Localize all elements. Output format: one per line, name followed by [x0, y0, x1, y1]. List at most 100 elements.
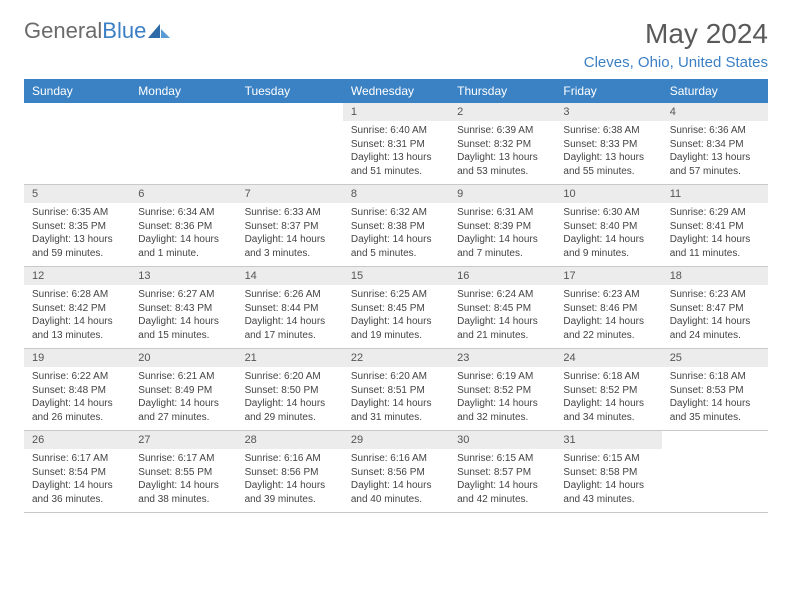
day-body: Sunrise: 6:18 AMSunset: 8:53 PMDaylight:…	[662, 367, 768, 430]
day-body: Sunrise: 6:34 AMSunset: 8:36 PMDaylight:…	[130, 203, 236, 266]
brand-logo: GeneralBlue	[24, 18, 170, 44]
daylight-line: Daylight: 14 hours and 42 minutes.	[457, 479, 547, 506]
calendar-week-row: 26Sunrise: 6:17 AMSunset: 8:54 PMDayligh…	[24, 431, 768, 513]
calendar-cell: 25Sunrise: 6:18 AMSunset: 8:53 PMDayligh…	[662, 349, 768, 431]
day-body: Sunrise: 6:16 AMSunset: 8:56 PMDaylight:…	[237, 449, 343, 512]
day-number: 19	[24, 349, 130, 367]
sunrise-line: Sunrise: 6:18 AM	[563, 370, 653, 384]
day-body: Sunrise: 6:19 AMSunset: 8:52 PMDaylight:…	[449, 367, 555, 430]
daylight-line: Daylight: 14 hours and 31 minutes.	[351, 397, 441, 424]
sunset-line: Sunset: 8:40 PM	[563, 220, 653, 234]
day-body: Sunrise: 6:22 AMSunset: 8:48 PMDaylight:…	[24, 367, 130, 430]
sunrise-line: Sunrise: 6:20 AM	[245, 370, 335, 384]
day-number: 11	[662, 185, 768, 203]
day-number: 5	[24, 185, 130, 203]
daylight-line: Daylight: 14 hours and 13 minutes.	[32, 315, 122, 342]
calendar-cell: 26 Sunrise: 6:17 AMSunset: 8:54 PMDayligh…	[24, 431, 130, 513]
calendar-cell: 9Sunrise: 6:31 AMSunset: 8:39 PMDaylight…	[449, 185, 555, 267]
day-number: 12	[24, 267, 130, 285]
calendar-body: 1Sunrise: 6:40 AMSunset: 8:31 PMDaylight…	[24, 103, 768, 513]
sunrise-line: Sunrise: 6:24 AM	[457, 288, 547, 302]
day-body: Sunrise: 6:27 AMSunset: 8:43 PMDaylight:…	[130, 285, 236, 348]
sunset-line: Sunset: 8:52 PM	[563, 384, 653, 398]
daylight-line: Daylight: 14 hours and 9 minutes.	[563, 233, 653, 260]
daylight-line: Daylight: 14 hours and 34 minutes.	[563, 397, 653, 424]
daylight-line: Daylight: 13 hours and 57 minutes.	[670, 151, 760, 178]
daylight-line: Daylight: 14 hours and 21 minutes.	[457, 315, 547, 342]
daylight-line: Daylight: 14 hours and 15 minutes.	[138, 315, 228, 342]
sunset-line: Sunset: 8:49 PM	[138, 384, 228, 398]
calendar-cell: 8Sunrise: 6:32 AMSunset: 8:38 PMDaylight…	[343, 185, 449, 267]
sunset-line: Sunset: 8:56 PM	[351, 466, 441, 480]
calendar-cell: 22Sunrise: 6:20 AMSunset: 8:51 PMDayligh…	[343, 349, 449, 431]
sunrise-line: Sunrise: 6:34 AM	[138, 206, 228, 220]
day-body: Sunrise: 6:24 AMSunset: 8:45 PMDaylight:…	[449, 285, 555, 348]
sunrise-line: Sunrise: 6:25 AM	[351, 288, 441, 302]
day-number: 14	[237, 267, 343, 285]
sunrise-line: Sunrise: 6:17 AM	[32, 452, 122, 466]
sunset-line: Sunset: 8:52 PM	[457, 384, 547, 398]
sunrise-line: Sunrise: 6:36 AM	[670, 124, 760, 138]
day-body: Sunrise: 6:28 AMSunset: 8:42 PMDaylight:…	[24, 285, 130, 348]
day-body: Sunrise: 6:36 AMSunset: 8:34 PMDaylight:…	[662, 121, 768, 184]
calendar-cell: 19Sunrise: 6:22 AMSunset: 8:48 PMDayligh…	[24, 349, 130, 431]
sunset-line: Sunset: 8:50 PM	[245, 384, 335, 398]
sunrise-line: Sunrise: 6:21 AM	[138, 370, 228, 384]
daylight-line: Daylight: 14 hours and 19 minutes.	[351, 315, 441, 342]
day-number: 2	[449, 103, 555, 121]
daylight-line: Daylight: 14 hours and 36 minutes.	[32, 479, 122, 506]
daylight-line: Daylight: 14 hours and 1 minute.	[138, 233, 228, 260]
calendar-cell: 6Sunrise: 6:34 AMSunset: 8:36 PMDaylight…	[130, 185, 236, 267]
calendar-week-row: 5Sunrise: 6:35 AMSunset: 8:35 PMDaylight…	[24, 185, 768, 267]
calendar-cell: 2Sunrise: 6:39 AMSunset: 8:32 PMDaylight…	[449, 103, 555, 185]
calendar-cell: 21Sunrise: 6:20 AMSunset: 8:50 PMDayligh…	[237, 349, 343, 431]
day-number: 20	[130, 349, 236, 367]
calendar-cell: 27Sunrise: 6:17 AMSunset: 8:55 PMDayligh…	[130, 431, 236, 513]
sunrise-line: Sunrise: 6:39 AM	[457, 124, 547, 138]
weekday-header: Monday	[130, 79, 236, 103]
day-number: 22	[343, 349, 449, 367]
sunrise-line: Sunrise: 6:23 AM	[670, 288, 760, 302]
calendar-week-row: 1Sunrise: 6:40 AMSunset: 8:31 PMDaylight…	[24, 103, 768, 185]
day-body: Sunrise: 6:20 AMSunset: 8:51 PMDaylight:…	[343, 367, 449, 430]
calendar-cell	[662, 431, 768, 513]
day-number: 29	[343, 431, 449, 449]
sunrise-line: Sunrise: 6:28 AM	[32, 288, 122, 302]
sunrise-line: Sunrise: 6:22 AM	[32, 370, 122, 384]
day-body: Sunrise: 6:39 AMSunset: 8:32 PMDaylight:…	[449, 121, 555, 184]
daylight-line: Daylight: 14 hours and 40 minutes.	[351, 479, 441, 506]
calendar-week-row: 12Sunrise: 6:28 AMSunset: 8:42 PMDayligh…	[24, 267, 768, 349]
calendar-cell: 11Sunrise: 6:29 AMSunset: 8:41 PMDayligh…	[662, 185, 768, 267]
title-block: May 2024 Cleves, Ohio, United States	[584, 18, 768, 71]
day-body: Sunrise: 6:31 AMSunset: 8:39 PMDaylight:…	[449, 203, 555, 266]
weekday-header: Wednesday	[343, 79, 449, 103]
sunset-line: Sunset: 8:54 PM	[32, 466, 122, 480]
day-body: Sunrise: 6:18 AMSunset: 8:52 PMDaylight:…	[555, 367, 661, 430]
daylight-line: Daylight: 14 hours and 24 minutes.	[670, 315, 760, 342]
brand-part1: General	[24, 18, 102, 44]
calendar-cell: 20Sunrise: 6:21 AMSunset: 8:49 PMDayligh…	[130, 349, 236, 431]
sunset-line: Sunset: 8:43 PM	[138, 302, 228, 316]
sunrise-line: Sunrise: 6:20 AM	[351, 370, 441, 384]
day-number: 15	[343, 267, 449, 285]
day-number: 1	[343, 103, 449, 121]
day-number: 26	[24, 431, 130, 449]
sunset-line: Sunset: 8:36 PM	[138, 220, 228, 234]
day-body: Sunrise: 6:15 AMSunset: 8:57 PMDaylight:…	[449, 449, 555, 512]
day-body: Sunrise: 6:32 AMSunset: 8:38 PMDaylight:…	[343, 203, 449, 266]
sunrise-line: Sunrise: 6:31 AM	[457, 206, 547, 220]
calendar-cell: 4Sunrise: 6:36 AMSunset: 8:34 PMDaylight…	[662, 103, 768, 185]
day-number: 6	[130, 185, 236, 203]
sunset-line: Sunset: 8:35 PM	[32, 220, 122, 234]
day-number: 13	[130, 267, 236, 285]
weekday-header: Saturday	[662, 79, 768, 103]
daylight-line: Daylight: 14 hours and 22 minutes.	[563, 315, 653, 342]
calendar-cell: 10Sunrise: 6:30 AMSunset: 8:40 PMDayligh…	[555, 185, 661, 267]
sunrise-line: Sunrise: 6:29 AM	[670, 206, 760, 220]
daylight-line: Daylight: 14 hours and 39 minutes.	[245, 479, 335, 506]
day-number: 21	[237, 349, 343, 367]
calendar-cell: 15Sunrise: 6:25 AMSunset: 8:45 PMDayligh…	[343, 267, 449, 349]
sunset-line: Sunset: 8:51 PM	[351, 384, 441, 398]
sunrise-line: Sunrise: 6:16 AM	[245, 452, 335, 466]
sunset-line: Sunset: 8:55 PM	[138, 466, 228, 480]
